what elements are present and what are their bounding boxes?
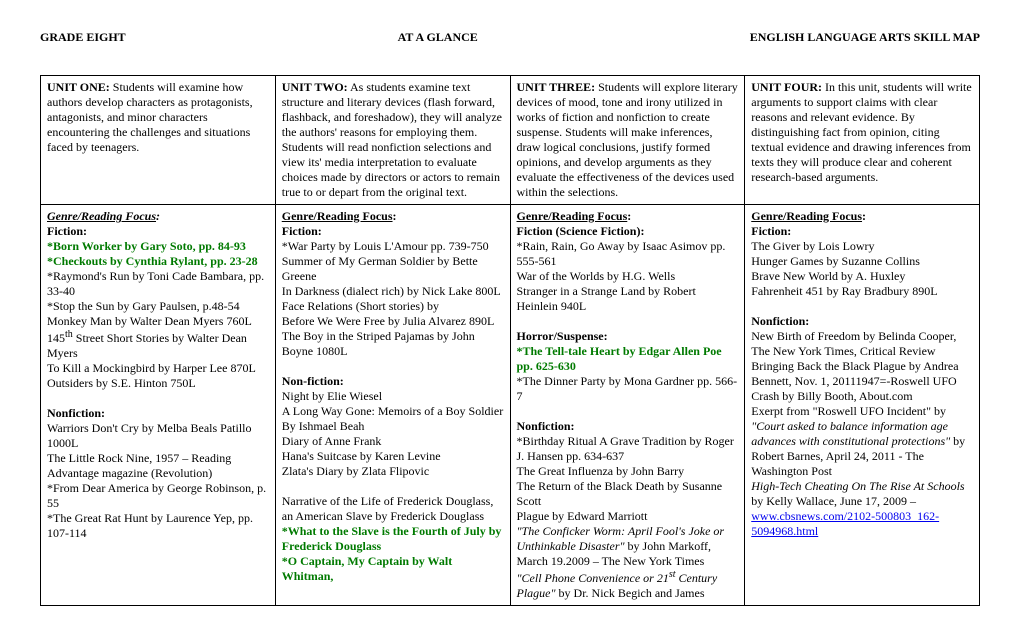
c2-n4: Hana's Suitcase by Karen Levine [282,449,441,463]
c1-f1: *Born Worker by Gary Soto, pp. 84-93 [47,239,246,253]
col-1: Genre/Reading Focus: Fiction: *Born Work… [41,205,276,606]
page-header: GRADE EIGHT AT A GLANCE ENGLISH LANGUAGE… [40,30,980,45]
unit-3-cell: UNIT THREE: Students will explore litera… [510,76,745,205]
c1-f3: *Raymond's Run by Toni Cade Bambara, pp.… [47,269,264,298]
unit-4-desc: In this unit, students will write argume… [751,80,971,184]
grf-1: Genre/Reading Focus [47,209,156,223]
c2-g1: *What to the Slave is the Fourth of July… [282,524,502,553]
c2-n5: Zlata's Diary by Zlata Flipovic [282,464,429,478]
skill-map-table: UNIT ONE: Students will examine how auth… [40,75,980,606]
c4-n2: Bringing Back the Black Plague by Andrea… [751,359,958,403]
c1-f8: Outsiders by S.E. Hinton 750L [47,376,196,390]
unit-4-cell: UNIT FOUR: In this unit, students will w… [745,76,980,205]
unit-1-title: UNIT ONE: [47,80,110,94]
c4-f1: The Giver by Lois Lowry [751,239,874,253]
header-left: GRADE EIGHT [40,30,126,45]
fiction-sf-label: Fiction (Science Fiction): [517,224,645,238]
c4-f2: Hunger Games by Suzanne Collins [751,254,920,268]
c1-f2: *Checkouts by Cynthia Rylant, pp. 23-28 [47,254,258,268]
grf-3: Genre/Reading Focus [517,209,628,223]
c3-h2: *The Dinner Party by Mona Gardner pp. 56… [517,374,738,403]
unit-1-cell: UNIT ONE: Students will examine how auth… [41,76,276,205]
c2-f3: In Darkness (dialect rich) by Nick Lake … [282,284,501,298]
c4-n4: High-Tech Cheating On The Rise At School… [751,479,964,538]
col-2: Genre/Reading Focus: Fiction: *War Party… [275,205,510,606]
c4-n3: Exerpt from "Roswell UFO Incident" by "C… [751,404,965,478]
c4-n1: New Birth of Freedom by Belinda Cooper, … [751,329,956,358]
fiction-label-1: Fiction: [47,224,87,238]
units-row: UNIT ONE: Students will examine how auth… [41,76,980,205]
content-row: Genre/Reading Focus: Fiction: *Born Work… [41,205,980,606]
c3-n6: "Cell Phone Convenience or 21st Century … [517,571,718,600]
c3-f3: Stranger in a Strange Land by Robert Hei… [517,284,696,313]
c2-f5: Before We Were Free by Julia Alvarez 890… [282,314,495,328]
c1-f7: To Kill a Mockingbird by Harper Lee 870L [47,361,256,375]
fiction-label-2: Fiction: [282,224,322,238]
c4-f3: Brave New World by A. Huxley [751,269,905,283]
fiction-label-4: Fiction: [751,224,791,238]
c3-n3: The Return of the Black Death by Susanne… [517,479,723,508]
c1-n2: The Little Rock Nine, 1957 – Reading Adv… [47,451,231,480]
c3-n4: Plague by Edward Marriott [517,509,648,523]
nonfiction-label-1: Nonfiction: [47,406,105,420]
c2-n3: Diary of Anne Frank [282,434,382,448]
c2-f4: Face Relations (Short stories) by [282,299,439,313]
c1-n4: *The Great Rat Hunt by Laurence Yep, pp.… [47,511,253,540]
c1-f6: 145th Street Short Stories by Walter Dea… [47,331,247,360]
nonfiction-label-2: Non-fiction: [282,374,344,388]
c1-n1: Warriors Don't Cry by Melba Beals Patill… [47,421,252,450]
unit-2-desc: As students examine text structure and l… [282,80,502,199]
c1-n3: *From Dear America by George Robinson, p… [47,481,266,510]
c2-f1: *War Party by Louis L'Amour pp. 739-750 [282,239,489,253]
unit-3-title: UNIT THREE: [517,80,596,94]
header-right: ENGLISH LANGUAGE ARTS SKILL MAP [750,30,980,45]
c2-f2: Summer of My German Soldier by Bette Gre… [282,254,478,283]
unit-2-title: UNIT TWO: [282,80,348,94]
grf-2: Genre/Reading Focus [282,209,393,223]
c3-f1: *Rain, Rain, Go Away by Isaac Asimov pp.… [517,239,726,268]
c1-f5: Monkey Man by Walter Dean Myers 760L [47,314,252,328]
c2-n2: A Long Way Gone: Memoirs of a Boy Soldie… [282,404,503,433]
cbs-link[interactable]: www.cbsnews.com/2102-500803_162-5094968.… [751,509,939,538]
c3-n2: The Great Influenza by John Barry [517,464,685,478]
col-4: Genre/Reading Focus: Fiction: The Giver … [745,205,980,606]
c3-n5: "The Conficker Worm: April Fool's Joke o… [517,524,725,568]
unit-2-cell: UNIT TWO: As students examine text struc… [275,76,510,205]
c3-n1: *Birthday Ritual A Grave Tradition by Ro… [517,434,734,463]
c2-n1: Night by Elie Wiesel [282,389,382,403]
unit-3-desc: Students will explore literary devices o… [517,80,738,199]
c3-f2: War of the Worlds by H.G. Wells [517,269,676,283]
c2-f6: The Boy in the Striped Pajamas by John B… [282,329,475,358]
c4-f4: Fahrenheit 451 by Ray Bradbury 890L [751,284,937,298]
header-center: AT A GLANCE [398,30,478,45]
c1-f4: *Stop the Sun by Gary Paulsen, p.48-54 [47,299,240,313]
nonfiction-label-3: Nonfiction: [517,419,575,433]
col-3: Genre/Reading Focus: Fiction (Science Fi… [510,205,745,606]
unit-4-title: UNIT FOUR: [751,80,822,94]
c2-n6: Narrative of the Life of Frederick Dougl… [282,494,494,523]
c3-h1: *The Tell-tale Heart by Edgar Allen Poe … [517,344,722,373]
nonfiction-label-4: Nonfiction: [751,314,809,328]
c2-g2: *O Captain, My Captain by Walt Whitman, [282,554,452,583]
grf-4: Genre/Reading Focus [751,209,862,223]
horror-label: Horror/Suspense: [517,329,608,343]
